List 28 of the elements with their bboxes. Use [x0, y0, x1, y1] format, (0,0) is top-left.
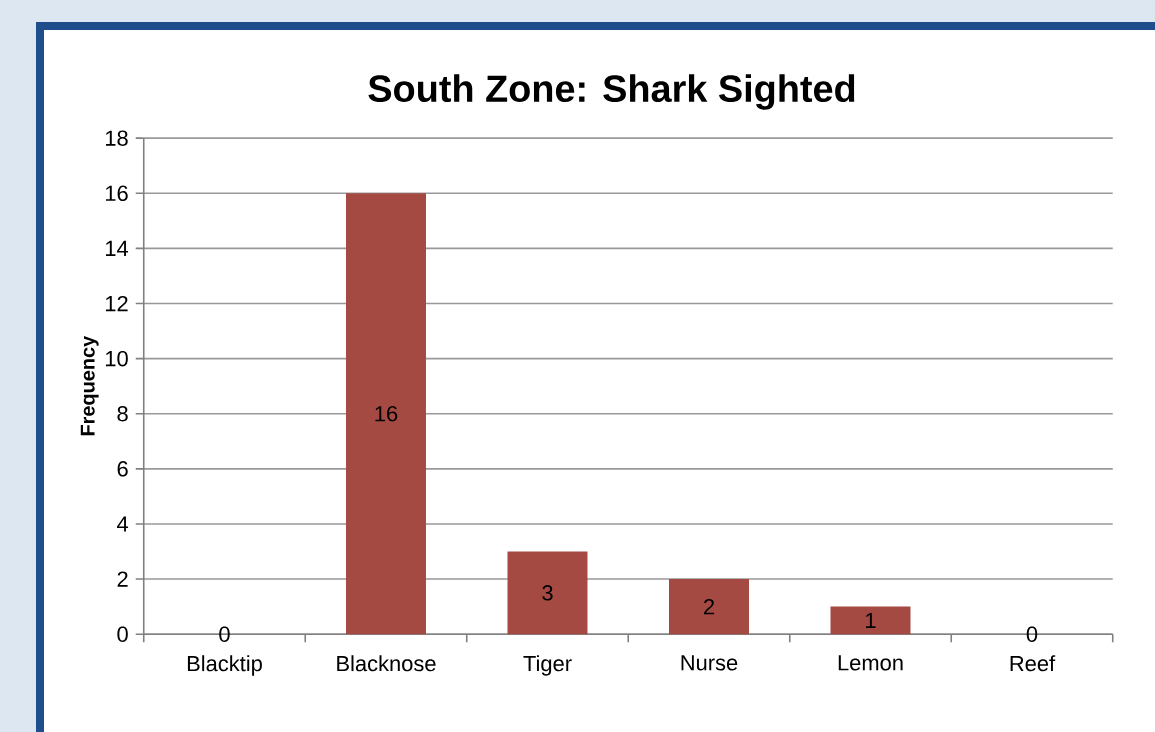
x-tick-label: Lemon	[838, 655, 903, 671]
y-tick-label: 12	[105, 295, 128, 312]
y-axis-title: Frequency	[80, 335, 99, 436]
data-label: 16	[375, 405, 398, 422]
y-tick-label: 14	[105, 240, 129, 256]
data-label: 3	[542, 585, 553, 601]
bar	[668, 579, 749, 635]
data-label: 0	[219, 626, 230, 642]
bar	[507, 551, 588, 635]
bar	[830, 606, 911, 635]
x-tick-label: Reef	[1010, 655, 1056, 672]
y-tick-label: 2	[117, 571, 128, 587]
chart-title: South Zone: Shark Sighted	[368, 74, 855, 110]
y-tick-label: 10	[105, 350, 128, 367]
y-tick-label: 16	[105, 185, 128, 202]
y-tick-label: 6	[117, 461, 128, 477]
bar	[345, 193, 426, 635]
y-tick-label: 0	[117, 626, 128, 642]
x-tick-label: Blacknose	[337, 655, 436, 672]
x-tick-label: Blacktip	[187, 655, 262, 676]
data-label: 2	[703, 598, 714, 615]
x-tick-label: Tiger	[523, 655, 572, 676]
y-tick-label: 8	[117, 405, 128, 422]
x-tick-label: Nurse	[681, 655, 738, 671]
data-label: 0	[1026, 626, 1038, 642]
y-tick-label: 4	[117, 516, 129, 532]
data-label: 1	[866, 612, 876, 628]
y-tick-label: 18	[105, 130, 128, 146]
